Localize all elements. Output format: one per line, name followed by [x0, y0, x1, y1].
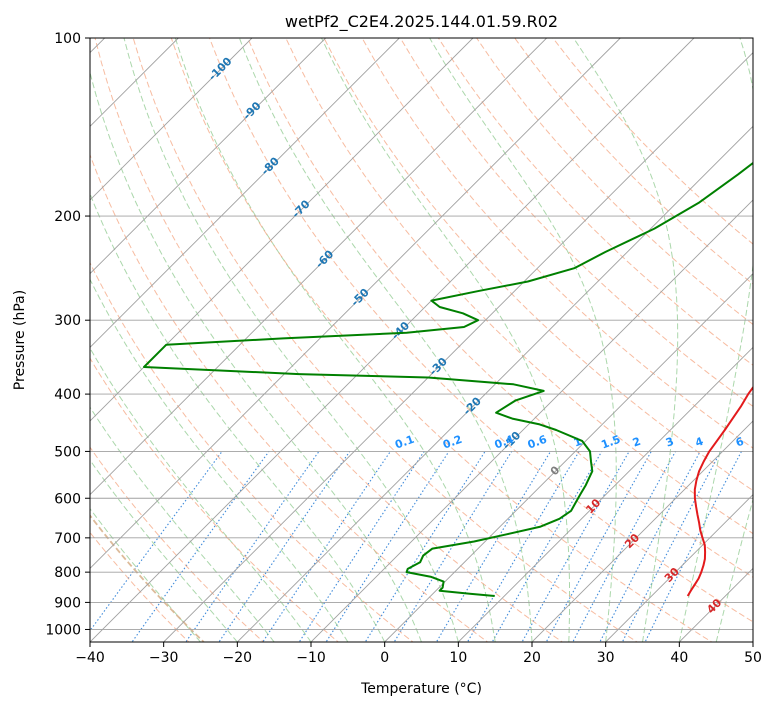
x-axis-ticks: −40 −30 −20 −10 0 10 20 30 40 50	[75, 642, 762, 666]
moist-adiabat	[573, 38, 679, 642]
y-tick-label: 100	[54, 31, 81, 47]
plot-area: -100-90-80-70-60-50-40-30-20-10010203040…	[90, 38, 753, 642]
mixing-ratio-line	[298, 451, 425, 642]
mixing-ratio-label: 0.4	[493, 433, 516, 452]
isotherm-line	[531, 420, 753, 642]
x-tick-label: 40	[670, 650, 688, 666]
x-tick-label: 0	[380, 650, 389, 666]
dry-adiabat	[90, 446, 265, 642]
isotherm-line	[384, 273, 753, 642]
mixing-ratio-line	[521, 451, 630, 642]
moist-adiabat	[90, 278, 349, 642]
y-axis-ticks: 1000 900 800 700 600 500 400 300 200 100	[45, 31, 90, 638]
mixing-ratio-line	[545, 451, 652, 642]
y-axis-label: Pressure (hPa)	[12, 290, 28, 390]
y-tick-label: 600	[54, 491, 81, 507]
isotherm-line	[90, 38, 326, 275]
isotherm-line	[90, 38, 253, 201]
isotherm-line	[310, 199, 753, 642]
mixing-ratio-label: 6	[734, 435, 746, 450]
y-tick-label: 300	[54, 313, 81, 329]
mixing-ratio-label: 0.1	[393, 433, 416, 452]
mixing-ratio-label: 1	[572, 435, 584, 450]
x-axis-label: Temperature (°C)	[360, 681, 482, 697]
moist-adiabat	[321, 38, 571, 642]
mixing-ratio-line	[644, 451, 742, 642]
y-tick-label: 200	[54, 209, 81, 225]
moist-adiabat	[90, 507, 201, 642]
isotherm-line	[90, 38, 474, 422]
mixing-ratio-line	[325, 451, 450, 642]
y-tick-label: 1000	[45, 622, 81, 638]
isotherm-line	[163, 52, 753, 642]
mixing-ratio-label: 3	[664, 435, 676, 450]
moist-adiabat	[174, 38, 496, 642]
y-tick-label: 500	[54, 444, 81, 460]
dry-adiabat	[323, 38, 753, 492]
mixing-ratio-line	[90, 451, 223, 632]
dewpoint-line	[143, 161, 753, 597]
moist-adiabat-lines	[90, 38, 753, 642]
moist-adiabat	[90, 406, 275, 642]
mixing-ratio-label: 0.2	[441, 433, 464, 452]
moist-adiabat	[90, 70, 422, 642]
x-tick-label: −30	[149, 650, 179, 666]
dry-adiabat	[514, 38, 753, 285]
mixing-ratio-label: 4	[693, 435, 705, 450]
plot-frame	[89, 37, 754, 643]
x-tick-label: 30	[597, 650, 615, 666]
moist-adiabat	[123, 38, 459, 642]
moist-adiabat	[90, 459, 238, 642]
moist-adiabat	[429, 38, 617, 642]
chart-title: wetPf2_C2E4.2025.144.01.59.R02	[285, 12, 558, 32]
moist-adiabat	[90, 192, 386, 642]
mixing-ratio-line	[185, 451, 320, 642]
x-tick-label: 10	[449, 650, 467, 666]
y-tick-label: 400	[54, 387, 81, 403]
moist-adiabat	[90, 347, 312, 642]
isotherm-lines	[90, 38, 753, 642]
moist-adiabat	[238, 38, 533, 642]
isotherm-line	[605, 494, 753, 642]
dry-adiabat	[399, 38, 753, 408]
y-tick-label: 700	[54, 531, 81, 547]
dry-adiabat	[209, 38, 753, 623]
mixing-ratio-labels: 0.10.20.40.611.52346810131620253036	[393, 433, 746, 452]
mixing-ratio-line	[621, 451, 722, 642]
temperature-line	[686, 385, 753, 597]
moist-adiabat	[678, 38, 753, 642]
mixing-ratio-line	[393, 451, 513, 642]
isotherm-line	[90, 38, 621, 569]
isotherm-line	[458, 346, 753, 642]
mixing-ratio-label: 2	[631, 435, 643, 450]
mixing-ratio-line	[599, 451, 701, 642]
isotherm-line	[90, 38, 695, 642]
y-tick-label: 900	[54, 595, 81, 611]
y-tick-label: 800	[54, 565, 81, 581]
x-tick-label: −20	[223, 650, 253, 666]
x-tick-label: −40	[75, 650, 105, 666]
x-tick-label: 20	[523, 650, 541, 666]
mixing-ratio-line	[491, 451, 603, 642]
mixing-ratio-label: 1.5	[599, 433, 622, 452]
mixing-ratio-label: 0.6	[526, 433, 549, 452]
dry-adiabat	[94, 38, 564, 642]
isotherm-line	[237, 125, 753, 642]
dry-adiabat	[476, 38, 753, 326]
dry-adiabat	[90, 153, 489, 642]
dry-adiabat	[361, 38, 753, 449]
x-tick-label: −10	[296, 650, 326, 666]
isobar-gridlines	[90, 38, 753, 630]
x-tick-label: 50	[744, 650, 762, 666]
isotherm-line	[90, 38, 400, 348]
